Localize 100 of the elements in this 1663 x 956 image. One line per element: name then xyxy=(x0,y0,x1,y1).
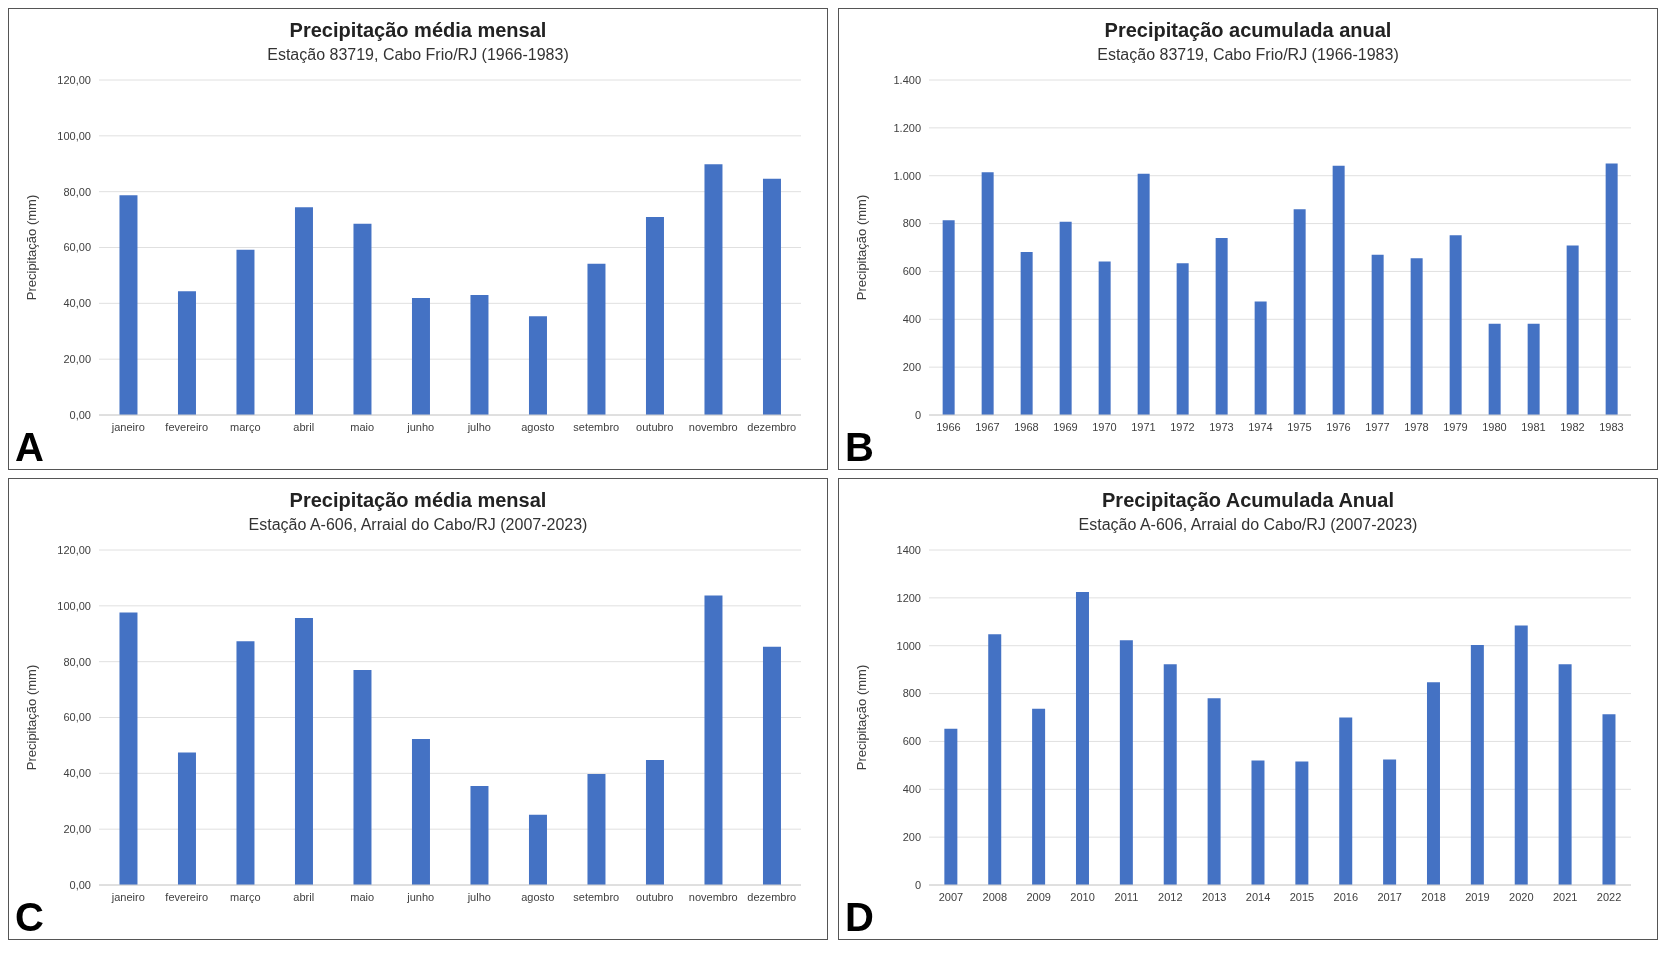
y-tick-label: 0,00 xyxy=(69,408,91,421)
x-tick-label: 2012 xyxy=(1158,890,1183,903)
x-tick-label: 1981 xyxy=(1521,420,1546,433)
text: A xyxy=(15,425,44,469)
y-tick-label: 400 xyxy=(902,783,921,796)
x-tick-label: 2011 xyxy=(1114,890,1139,903)
x-tick-label: 1979 xyxy=(1443,420,1468,433)
x-tick-label: 1970 xyxy=(1092,420,1117,433)
x-tick-label: 1977 xyxy=(1365,420,1390,433)
x-tick-label: agosto xyxy=(521,890,555,903)
x-tick-label: dezembro xyxy=(747,890,797,903)
x-tick-label: 1978 xyxy=(1404,420,1429,433)
y-tick-label: 60,00 xyxy=(63,241,91,254)
y-tick-label: 0,00 xyxy=(69,878,91,891)
x-tick-label: 1969 xyxy=(1053,420,1078,433)
y-tick-label: 120,00 xyxy=(57,73,91,86)
x-tick-label: setembro xyxy=(573,890,620,903)
bar xyxy=(1251,760,1265,885)
bar xyxy=(236,249,255,415)
bar xyxy=(1020,252,1033,415)
y-tick-label: 0 xyxy=(914,878,921,891)
x-tick-label: 2008 xyxy=(982,890,1008,903)
y-tick-label: 80,00 xyxy=(63,185,91,198)
bar xyxy=(1176,263,1189,415)
x-tick-label: 2010 xyxy=(1070,890,1095,903)
x-tick-label: 1982 xyxy=(1560,420,1585,433)
chart-subtitle: Estação 83719, Cabo Frio/RJ (1966-1983) xyxy=(266,46,570,64)
bar xyxy=(1602,714,1616,885)
y-axis-title: Precipitação (mm) xyxy=(23,664,39,771)
y-tick-label: 200 xyxy=(902,361,921,374)
chart-title: Precipitação média mensal xyxy=(288,19,548,42)
bar xyxy=(645,759,664,885)
y-tick-label: 40,00 xyxy=(63,297,91,310)
x-tick-label: 2013 xyxy=(1201,890,1227,903)
bar xyxy=(353,223,372,415)
bar xyxy=(411,739,430,885)
y-tick-label: 1.200 xyxy=(893,121,921,134)
y-tick-label: 20,00 xyxy=(63,353,91,366)
x-tick-label: dezembro xyxy=(747,420,797,433)
x-tick-label: 1980 xyxy=(1482,420,1507,433)
bar xyxy=(528,316,547,415)
bar xyxy=(236,641,255,885)
x-tick-label: 2016 xyxy=(1333,890,1359,903)
bar xyxy=(762,178,781,415)
chart-title: Precipitação média mensal xyxy=(288,489,548,512)
text: C xyxy=(15,895,44,939)
x-tick-label: 1972 xyxy=(1170,420,1195,433)
bar xyxy=(1339,717,1353,885)
bar xyxy=(587,263,606,415)
text: B xyxy=(845,425,874,469)
y-tick-label: 400 xyxy=(902,313,921,326)
y-axis-title: Precipitação (mm) xyxy=(23,194,39,301)
bar xyxy=(1470,645,1484,885)
bar xyxy=(1119,640,1133,885)
y-tick-label: 200 xyxy=(902,831,921,844)
bar xyxy=(1098,261,1111,415)
bar xyxy=(942,220,955,415)
bar xyxy=(587,773,606,885)
y-axis-title: Precipitação (mm) xyxy=(853,194,869,301)
x-tick-label: julho xyxy=(466,890,491,903)
x-tick-label: 2007 xyxy=(938,890,964,903)
y-tick-label: 1400 xyxy=(896,543,921,556)
bar xyxy=(411,298,430,415)
bar xyxy=(1449,235,1462,415)
x-tick-label: 2018 xyxy=(1421,890,1446,903)
x-tick-label: 1976 xyxy=(1326,420,1351,433)
y-tick-label: 100,00 xyxy=(57,129,91,142)
y-tick-label: 120,00 xyxy=(57,543,91,556)
y-tick-label: 60,00 xyxy=(63,711,91,724)
bar xyxy=(353,670,372,885)
bar xyxy=(645,217,664,415)
x-tick-label: janeiro xyxy=(110,420,145,433)
x-tick-label: 2021 xyxy=(1552,890,1578,903)
bar xyxy=(1075,592,1089,885)
bar xyxy=(944,728,958,885)
x-tick-label: 2022 xyxy=(1596,890,1622,903)
y-tick-label: 1.000 xyxy=(893,169,921,182)
bar xyxy=(294,207,313,415)
bar xyxy=(1137,173,1150,415)
chart-title: Precipitação Acumulada Anual xyxy=(1101,489,1395,512)
x-tick-label: 1971 xyxy=(1131,420,1156,433)
x-tick-label: fevereiro xyxy=(165,420,209,433)
chart-subtitle: Estação 83719, Cabo Frio/RJ (1966-1983) xyxy=(1096,46,1400,64)
x-tick-label: 2015 xyxy=(1289,890,1315,903)
x-tick-label: outubro xyxy=(636,890,674,903)
x-tick-label: 1968 xyxy=(1014,420,1039,433)
x-tick-label: março xyxy=(229,420,261,433)
bar xyxy=(119,612,138,885)
x-tick-label: 1967 xyxy=(975,420,1000,433)
y-tick-label: 40,00 xyxy=(63,767,91,780)
y-tick-label: 100,00 xyxy=(57,599,91,612)
x-tick-label: 1975 xyxy=(1287,420,1312,433)
bar xyxy=(1032,708,1046,885)
bar xyxy=(1410,258,1423,415)
bar xyxy=(704,595,723,885)
chart-subtitle: Estação A-606, Arraial do Cabo/RJ (2007-2023) xyxy=(1077,516,1419,534)
x-tick-label: 2019 xyxy=(1465,890,1490,903)
bar xyxy=(1527,323,1540,415)
x-tick-label: abril xyxy=(293,420,315,433)
x-tick-label: abril xyxy=(293,890,315,903)
